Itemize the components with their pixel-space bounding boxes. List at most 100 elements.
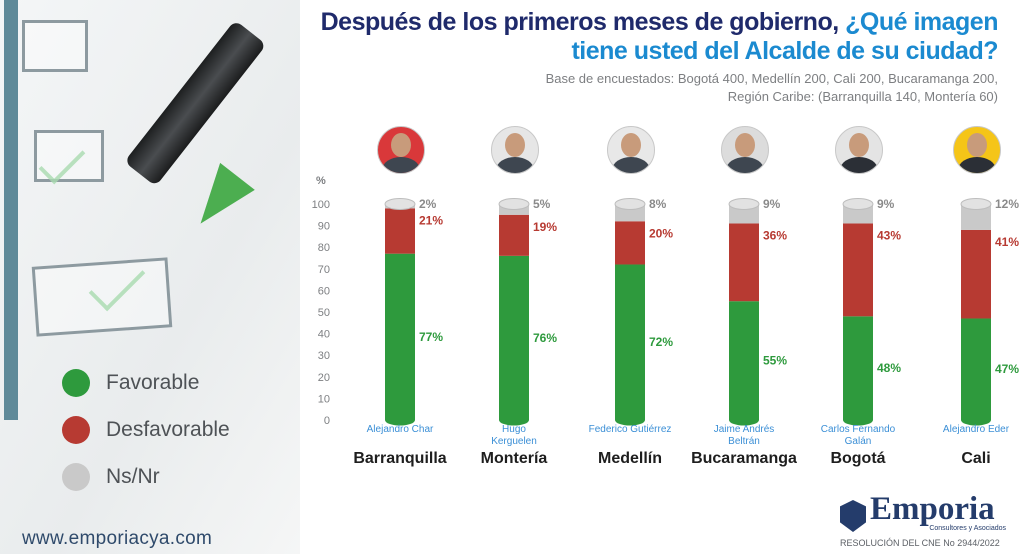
data-label-favorable: 55% <box>763 354 787 368</box>
bar-segment-favorable <box>615 264 645 420</box>
avatar-head <box>735 133 755 157</box>
data-label-desfavorable: 43% <box>877 228 901 242</box>
mayor-photo <box>721 126 769 174</box>
data-label-desfavorable: 20% <box>649 226 673 240</box>
mayor-name-line: Alejandro Eder <box>942 424 1010 435</box>
bar-segment-favorable <box>961 318 991 420</box>
mayor-name-line: Galán <box>844 436 872 447</box>
chart-canvas: 0 10 20 30 40 50 60 70 80 90 100% 77% 21% 2% 76% 19% 5% 7… <box>312 175 1020 427</box>
city-label: Bucaramanga <box>691 450 797 467</box>
city-label: Montería <box>480 450 548 467</box>
checkbox-icon <box>34 130 104 182</box>
mayor-name: Alejandro Eder <box>921 424 1024 436</box>
city-label: Medellín <box>597 450 662 467</box>
bar-segment-favorable <box>385 253 415 420</box>
logo-name: Emporia <box>870 491 995 527</box>
avatar-head <box>505 133 525 157</box>
avatar-shoulders <box>958 157 996 173</box>
data-label-nsnr: 12% <box>995 197 1019 211</box>
mayor-name-line: Kerguelen <box>491 436 537 447</box>
data-label-desfavorable: 19% <box>533 220 557 234</box>
marker-tip-icon <box>183 162 255 238</box>
data-label-nsnr: 8% <box>649 197 667 211</box>
bar-segment-favorable <box>499 255 529 420</box>
bar-top-cap <box>842 198 874 210</box>
mayor-name: Federico Gutiérrez <box>575 424 685 436</box>
y-tick-label: 50 <box>318 307 330 319</box>
data-label-nsnr: 2% <box>419 197 437 211</box>
mayor-name: Jaime Andrés Beltrán <box>689 424 799 448</box>
avatar-shoulders <box>726 157 764 173</box>
mayor-name-line: Carlos Fernando <box>820 424 896 435</box>
data-label-desfavorable: 41% <box>995 235 1019 249</box>
y-tick-label: 90 <box>318 221 330 233</box>
avatar-shoulders <box>612 157 650 173</box>
data-label-desfavorable: 36% <box>763 228 787 242</box>
mayor-name-line: Alejandro Char <box>366 424 434 435</box>
data-label-favorable: 47% <box>995 362 1019 376</box>
y-tick-label: 20 <box>318 372 330 384</box>
data-label-favorable: 77% <box>419 330 443 344</box>
legend-swatch <box>62 463 90 491</box>
mayor-name: Carlos Fernando Galán <box>803 424 913 448</box>
bar-segment-desfavorable <box>385 208 415 254</box>
mayor-photo <box>835 126 883 174</box>
y-tick-label: 0 <box>324 415 330 427</box>
y-tick-label: 40 <box>318 329 330 341</box>
data-label-nsnr: 9% <box>877 197 895 211</box>
y-tick-label: 60 <box>318 285 330 297</box>
mayor-name-line: Jaime Andrés <box>713 424 775 435</box>
data-label-favorable: 76% <box>533 331 557 345</box>
checkbox-icon <box>22 20 88 72</box>
city-label: Bogotá <box>830 450 886 467</box>
data-label-nsnr: 5% <box>533 197 551 211</box>
city-label: Cali <box>961 450 991 467</box>
checklist-background <box>0 0 300 554</box>
bar-segment-desfavorable <box>499 214 529 256</box>
avatar-head <box>621 133 641 157</box>
data-label-nsnr: 9% <box>763 197 781 211</box>
y-tick-label: 80 <box>318 242 330 254</box>
avatar-shoulders <box>496 157 534 173</box>
mayor-photo <box>491 126 539 174</box>
legend-swatch <box>62 416 90 444</box>
bar-segment-favorable <box>729 301 759 420</box>
resolution-note: RESOLUCIÓN DEL CNE No 2944/2022 <box>840 538 1000 548</box>
bar-top-cap <box>614 198 646 210</box>
data-label-favorable: 72% <box>649 335 673 349</box>
bar-top-cap <box>728 198 760 210</box>
bar-top-cap <box>498 198 530 210</box>
legend-item-desfavorable: Desfavorable <box>62 415 230 445</box>
y-tick-label: 70 <box>318 264 330 276</box>
mayor-photo <box>607 126 655 174</box>
bar-segment-desfavorable <box>961 229 991 319</box>
avatar-head <box>849 133 869 157</box>
website-link[interactable]: www.emporiacya.com <box>22 528 213 549</box>
y-tick-label: 10 <box>318 393 330 405</box>
mayor-photo <box>953 126 1001 174</box>
data-label-desfavorable: 21% <box>419 213 443 227</box>
stacked-bar-chart: 0 10 20 30 40 50 60 70 80 90 100% 77% 21% 2% 76% 19% 5% 7… <box>300 120 1024 480</box>
marker-pen-icon <box>124 20 267 187</box>
mayor-name-line: Hugo <box>502 424 526 435</box>
y-axis-label: % <box>316 175 326 187</box>
mayor-photo <box>377 126 425 174</box>
avatar-head <box>967 133 987 157</box>
emporia-logo-icon <box>840 500 866 532</box>
bar-segment-desfavorable <box>729 223 759 302</box>
page-title: Después de los primeros meses de gobiern… <box>320 8 999 36</box>
y-tick-label: 30 <box>318 350 330 362</box>
sample-base-note: Base de encuestados: Bogotá 400, Medellí… <box>545 71 998 104</box>
avatar-shoulders <box>840 157 878 173</box>
logo-tagline: Consultores y Asociados <box>929 525 1006 532</box>
bar-top-cap <box>960 198 992 210</box>
mayor-name: Hugo Kerguelen <box>459 424 569 448</box>
mayor-name: Alejandro Char <box>345 424 455 436</box>
decorative-stripe <box>4 0 18 420</box>
mayor-name-line: Beltrán <box>728 436 760 447</box>
avatar-shoulders <box>382 157 420 173</box>
page-title-line-2: tiene usted del Alcalde de su ciudad? <box>571 37 998 65</box>
legend-item-nsnr: Ns/Nr <box>62 462 160 492</box>
bar-segment-desfavorable <box>843 223 873 317</box>
